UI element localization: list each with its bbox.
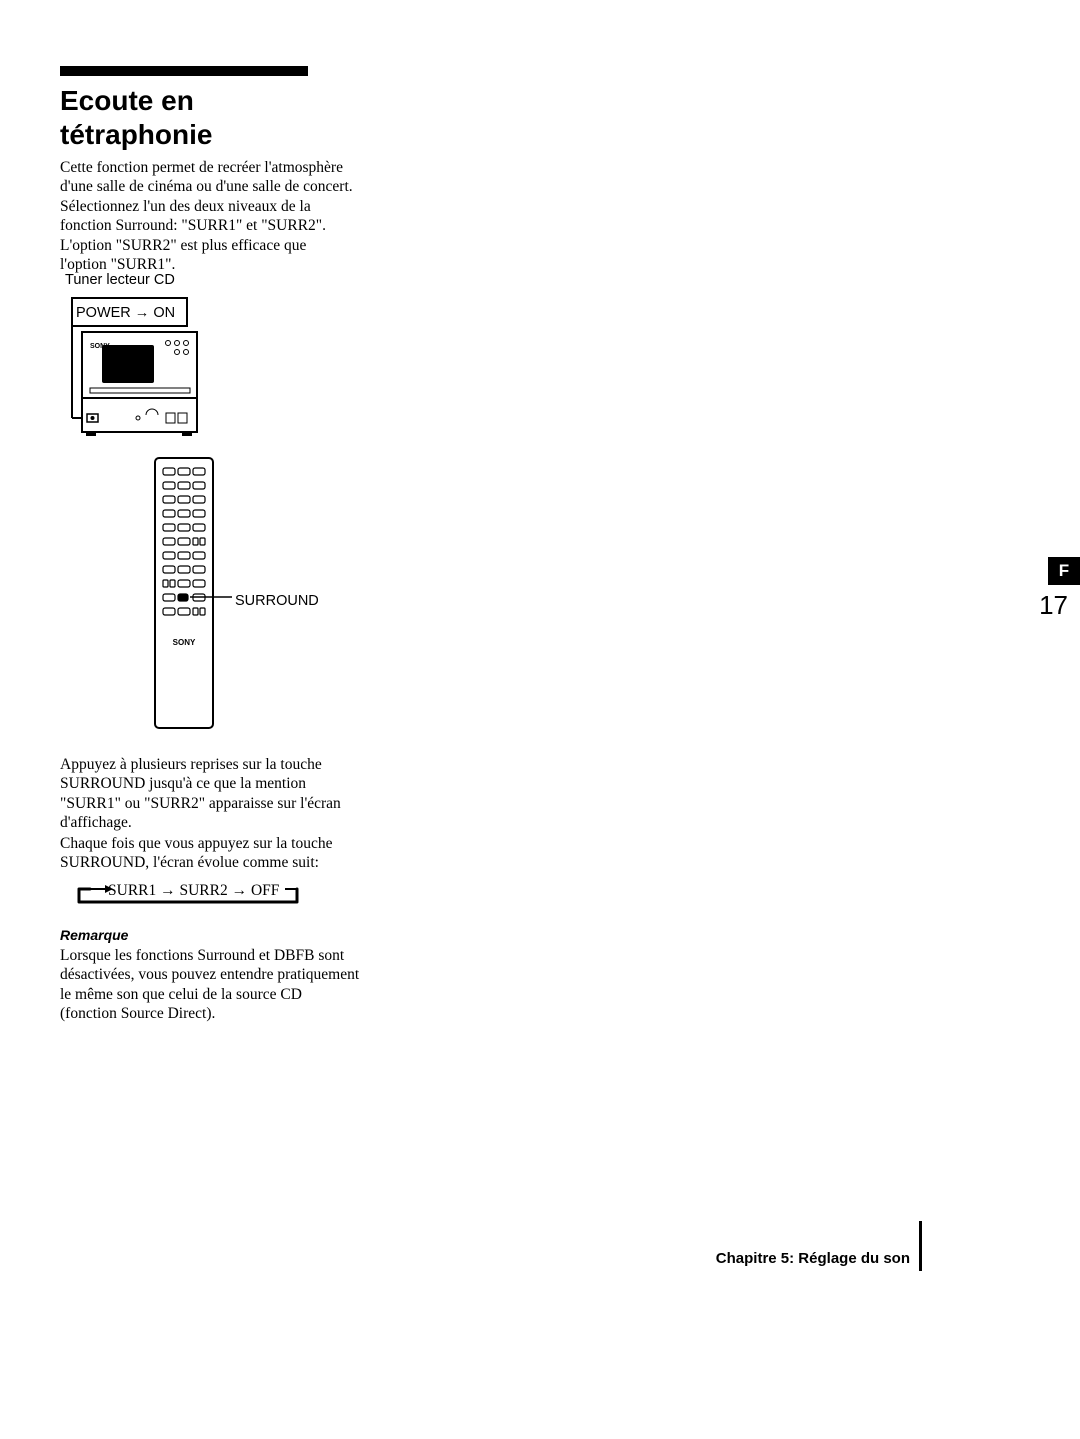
intro-paragraph: Cette fonction permet de recréer l'atmos… xyxy=(60,158,355,274)
instruction-paragraph: Appuyez à plusieurs reprises sur la touc… xyxy=(60,755,360,833)
section-tab: F xyxy=(1048,557,1080,585)
title-rule xyxy=(60,66,308,76)
page-number: 17 xyxy=(1039,590,1068,621)
title-line-1: Ecoute en xyxy=(60,85,194,116)
cycle-text: SURR1 → SURR2 → OFF xyxy=(108,882,279,900)
chapter-footer: Chapitre 5: Réglage du son xyxy=(716,1250,910,1267)
surround-label: SURROUND xyxy=(235,593,319,609)
manual-page: Ecoute en tétraphonie Cette fonction per… xyxy=(0,0,1080,1439)
cycle-intro-paragraph: Chaque fois que vous appuyez sur la touc… xyxy=(60,834,360,873)
tuner-label: Tuner lecteur CD xyxy=(65,272,175,288)
device-diagram: SONY xyxy=(60,290,360,745)
remark-heading: Remarque xyxy=(60,927,128,943)
footer-rule xyxy=(919,1221,922,1271)
page-title: Ecoute en tétraphonie xyxy=(60,84,212,151)
sony-logo-remote: SONY xyxy=(173,638,196,647)
remark-body: Lorsque les fonctions Surround et DBFB s… xyxy=(60,946,360,1024)
title-line-2: tétraphonie xyxy=(60,119,212,150)
